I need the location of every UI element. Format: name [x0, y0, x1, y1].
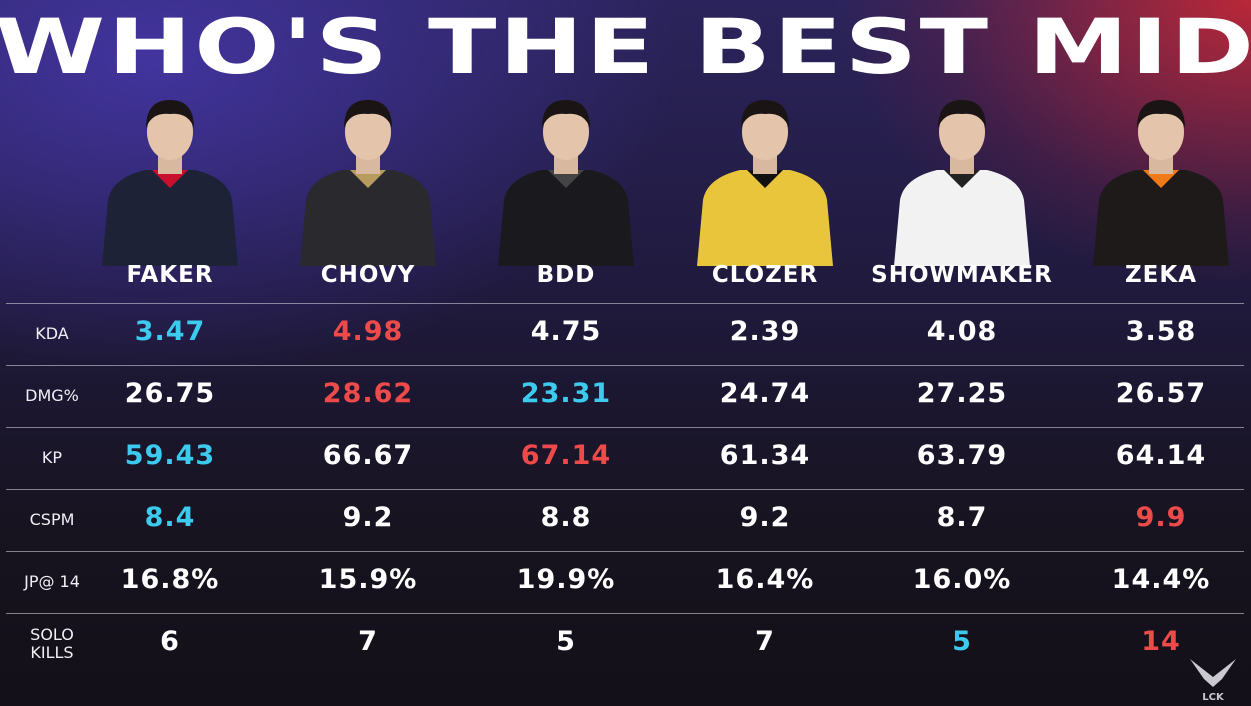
row-divider [6, 427, 1244, 428]
player-photo [288, 90, 448, 266]
stat-label: DMG% [25, 386, 79, 405]
stat-label: KP [41, 448, 63, 467]
stat-value: 66.67 [322, 440, 414, 471]
stat-value: 23.31 [520, 378, 612, 409]
stat-value: 7 [755, 626, 775, 657]
player-name: ZEKA [1124, 262, 1197, 288]
stat-label: KDA [35, 324, 69, 343]
stat-value: 16.8% [120, 564, 220, 595]
row-divider [6, 489, 1244, 490]
stat-value: 64.14 [1115, 440, 1207, 471]
stat-value: 24.74 [719, 378, 811, 409]
stat-value: 8.8 [540, 502, 592, 533]
lck-logo: LCK [1190, 659, 1236, 703]
player-photo [1081, 90, 1241, 266]
player-photo [90, 90, 250, 266]
stat-value: 4.08 [926, 316, 998, 347]
svg-text:LCK: LCK [1202, 692, 1225, 703]
stat-label: CSPM [29, 510, 75, 529]
stat-value: 15.9% [318, 564, 418, 595]
row-divider [6, 551, 1244, 552]
stat-value: 4.75 [530, 316, 602, 347]
stat-value: 61.34 [719, 440, 811, 471]
stat-label: SOLO KILLS [30, 625, 74, 662]
player-name: FAKER [126, 262, 214, 288]
stat-value: 7 [358, 626, 378, 657]
row-divider [6, 365, 1244, 366]
player-name: CHOVY [320, 262, 416, 288]
stat-value: 67.14 [520, 440, 612, 471]
player-name: SHOWMAKER [871, 262, 1053, 288]
stat-value: 27.25 [916, 378, 1008, 409]
stat-value: 8.7 [936, 502, 988, 533]
row-divider [6, 613, 1244, 614]
row-divider [6, 303, 1244, 304]
stat-value: 28.62 [322, 378, 414, 409]
page-title: WHO'S THE BEST MID [0, 2, 1251, 91]
stat-value: 14.4% [1111, 564, 1211, 595]
stat-value: 16.0% [912, 564, 1012, 595]
stat-value: 59.43 [124, 440, 216, 471]
stat-value: 4.98 [332, 316, 404, 347]
player-photo [685, 90, 845, 266]
stat-value: 3.47 [134, 316, 206, 347]
player-photo [882, 90, 1042, 266]
stat-value: 2.39 [729, 316, 801, 347]
stat-value: 63.79 [916, 440, 1008, 471]
stat-value: 9.2 [342, 502, 394, 533]
stat-value: 16.4% [715, 564, 815, 595]
player-name: BDD [536, 262, 596, 288]
stat-value: 19.9% [516, 564, 616, 595]
stat-value: 26.57 [1115, 378, 1207, 409]
stat-value: 5 [556, 626, 576, 657]
stat-label: JP@ 14 [24, 572, 80, 591]
stat-value: 6 [160, 626, 180, 657]
stat-value: 14 [1141, 626, 1181, 657]
stat-value: 26.75 [124, 378, 216, 409]
player-name: CLOZER [711, 262, 819, 288]
stat-value: 9.9 [1135, 502, 1187, 533]
stat-value: 8.4 [144, 502, 196, 533]
player-photo [486, 90, 646, 266]
stat-value: 5 [952, 626, 972, 657]
stat-value: 3.58 [1125, 316, 1197, 347]
stat-value: 9.2 [739, 502, 791, 533]
